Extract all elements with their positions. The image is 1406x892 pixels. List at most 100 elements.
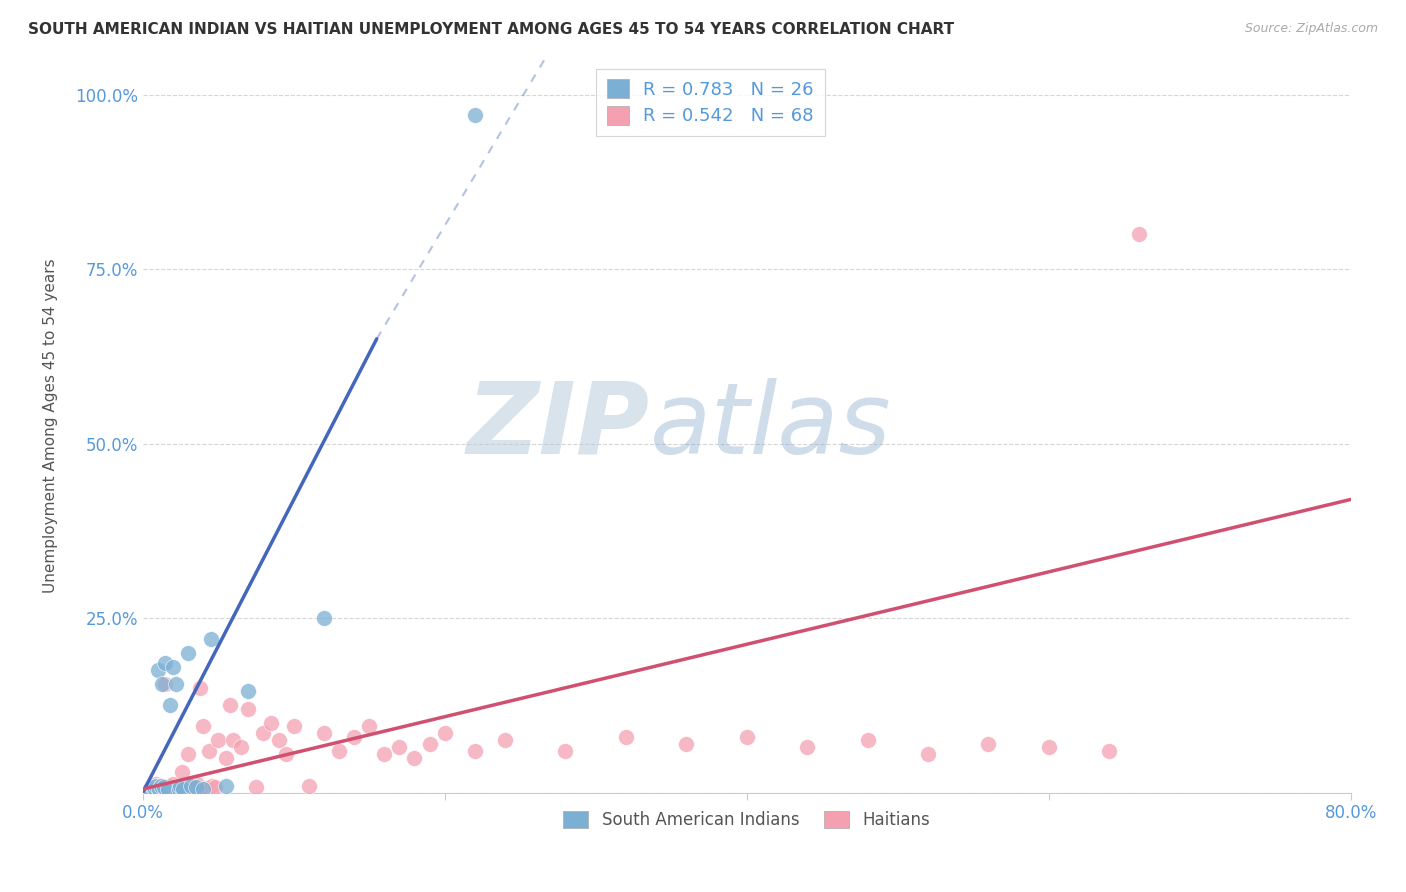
Point [204,780,226,794]
Point [155,657,177,671]
Point [143,782,166,797]
Text: atlas: atlas [650,377,891,475]
Point [148,782,170,797]
Point [152,780,174,794]
Point [160,779,183,793]
Point [149,781,172,796]
Point [172,782,194,797]
Point [1098,744,1121,758]
Point [167,779,190,793]
Point [328,744,350,758]
Point [191,719,214,733]
Point [201,779,224,793]
Point [163,780,186,794]
Point [238,702,260,716]
Text: Source: ZipAtlas.com: Source: ZipAtlas.com [1244,22,1378,36]
Y-axis label: Unemployment Among Ages 45 to 54 years: Unemployment Among Ages 45 to 54 years [44,259,58,593]
Point [169,779,191,793]
Point [229,740,252,755]
Point [186,777,208,791]
Point [139,782,162,797]
Point [157,780,180,794]
Point [796,740,818,755]
Point [219,698,242,713]
Point [143,782,166,797]
Point [165,781,187,796]
Point [169,780,191,794]
Point [146,779,169,793]
Point [464,108,486,122]
Point [167,782,190,797]
Point [675,737,697,751]
Point [1038,740,1060,755]
Legend: South American Indians, Haitians: South American Indians, Haitians [557,804,936,836]
Point [494,733,516,747]
Point [155,677,177,691]
Point [245,780,267,794]
Point [735,730,758,744]
Point [388,740,411,755]
Point [404,750,426,764]
Point [433,726,456,740]
Point [148,780,170,794]
Point [554,744,576,758]
Point [215,779,238,793]
Point [614,730,637,744]
Point [150,779,173,793]
Point [419,737,441,751]
Point [174,780,197,794]
Point [172,781,194,796]
Point [191,782,214,797]
Point [260,715,283,730]
Point [180,779,202,793]
Point [274,747,297,762]
Point [142,780,165,794]
Point [373,747,395,762]
Point [177,646,200,660]
Point [139,782,162,797]
Point [146,664,169,678]
Point [157,782,180,797]
Point [141,779,163,793]
Point [359,719,381,733]
Point [298,779,321,793]
Point [165,677,187,691]
Point [312,611,335,625]
Point [312,726,335,740]
Text: ZIP: ZIP [467,377,650,475]
Point [180,779,202,793]
Point [195,781,218,796]
Point [238,684,260,698]
Point [142,780,165,794]
Point [159,698,181,713]
Point [200,632,222,646]
Point [252,726,274,740]
Point [150,677,173,691]
Point [162,777,184,791]
Point [283,719,305,733]
Point [183,780,205,794]
Point [145,779,167,793]
Point [162,660,184,674]
Point [464,744,486,758]
Point [856,733,879,747]
Point [198,744,221,758]
Point [156,781,179,796]
Point [152,780,174,794]
Text: SOUTH AMERICAN INDIAN VS HAITIAN UNEMPLOYMENT AMONG AGES 45 TO 54 YEARS CORRELAT: SOUTH AMERICAN INDIAN VS HAITIAN UNEMPLO… [28,22,955,37]
Point [177,747,200,762]
Point [188,681,211,695]
Point [159,782,181,797]
Point [917,747,939,762]
Point [267,733,290,747]
Point [343,730,366,744]
Point [977,737,1000,751]
Point [222,733,245,747]
Point [207,733,229,747]
Point [149,779,172,793]
Point [215,750,238,764]
Point [170,764,193,779]
Point [145,777,167,791]
Point [1128,227,1150,241]
Point [184,780,207,794]
